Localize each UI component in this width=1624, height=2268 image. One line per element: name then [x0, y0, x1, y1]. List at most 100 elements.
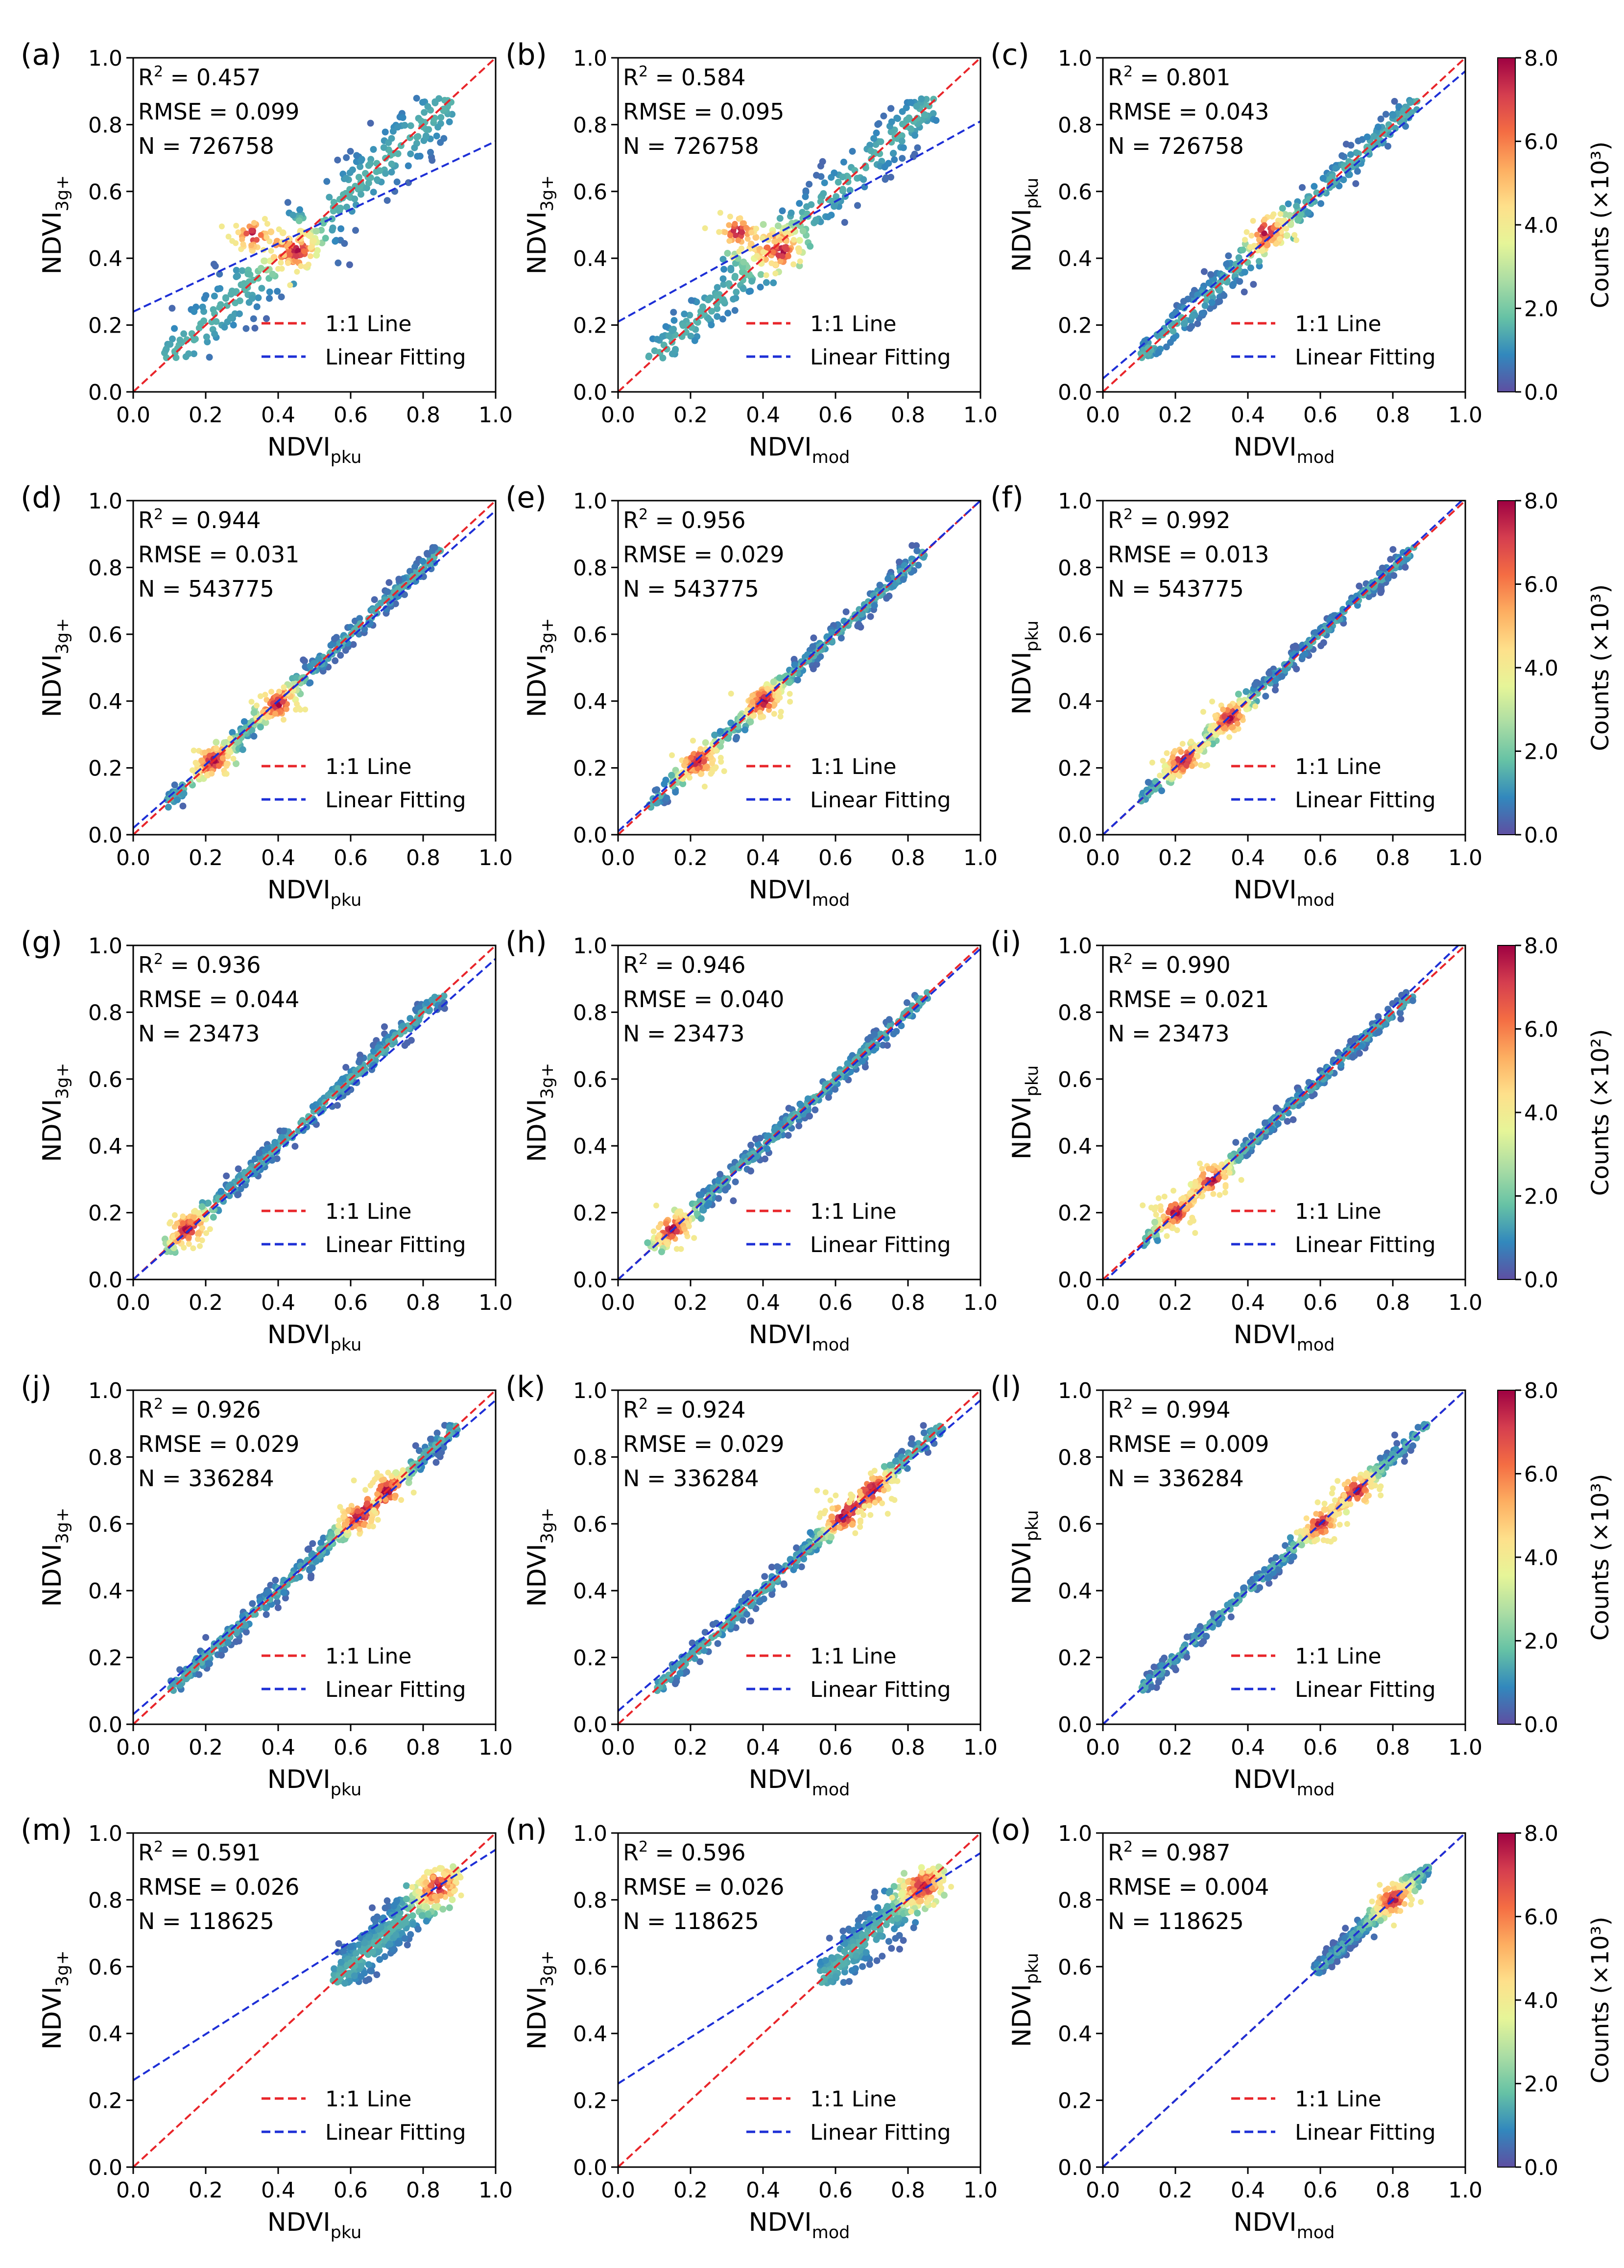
density-point — [432, 1459, 440, 1466]
density-point — [410, 1490, 417, 1496]
density-point — [207, 1226, 213, 1232]
density-point — [672, 789, 679, 796]
density-point — [724, 250, 731, 257]
density-point — [394, 123, 401, 131]
density-point — [362, 1487, 369, 1493]
density-point — [266, 288, 273, 295]
stat-r2: R2 = 0.992 — [1108, 506, 1231, 533]
x-tick-label: 0.2 — [673, 845, 708, 870]
density-point — [1220, 1169, 1226, 1175]
density-point — [434, 123, 442, 131]
density-point — [273, 1598, 281, 1606]
density-point — [1210, 1191, 1217, 1197]
density-point — [859, 1058, 866, 1065]
density-point — [743, 225, 749, 231]
density-point — [262, 1604, 269, 1612]
stat-r2: R2 = 0.956 — [623, 506, 746, 533]
density-point — [337, 651, 344, 659]
density-point — [822, 1489, 829, 1496]
x-tick-label: 0.8 — [406, 403, 440, 428]
density-point — [883, 1035, 890, 1042]
x-tick-label: 0.6 — [334, 1735, 368, 1760]
y-tick-label: 0.2 — [573, 1201, 607, 1226]
density-point — [318, 1108, 325, 1115]
density-point — [702, 225, 708, 231]
density-point — [790, 261, 797, 267]
density-point — [1174, 1227, 1180, 1233]
y-tick-label: 0.8 — [1058, 555, 1092, 580]
y-tick-label: 0.0 — [88, 1268, 122, 1293]
density-point — [272, 711, 278, 717]
plot-frame — [617, 944, 981, 1280]
y-axis-label: NDVI3g+ — [523, 1063, 557, 1162]
density-point — [1141, 338, 1148, 345]
density-point — [825, 1094, 832, 1101]
x-axis-label: NDVIpku — [267, 875, 362, 910]
density-point — [356, 615, 363, 622]
density-point — [1204, 762, 1211, 768]
density-point — [374, 1491, 381, 1497]
density-point — [679, 322, 687, 329]
density-point — [243, 230, 250, 237]
density-point — [796, 237, 803, 244]
x-axis-label: NDVIpku — [267, 1765, 362, 1800]
density-point — [1206, 305, 1214, 312]
density-point — [771, 1127, 778, 1134]
density-point — [224, 1639, 232, 1646]
density-point — [1223, 261, 1230, 268]
density-point — [694, 765, 701, 772]
plot-frame — [1102, 944, 1466, 1280]
density-point — [1189, 763, 1195, 769]
density-point — [835, 178, 842, 186]
density-point — [699, 1206, 706, 1214]
density-point — [256, 1150, 263, 1157]
density-point — [250, 732, 258, 740]
density-point — [304, 1546, 311, 1553]
plot-frame — [1102, 57, 1466, 393]
density-point — [1293, 665, 1300, 673]
density-point — [857, 1517, 863, 1523]
density-point — [287, 282, 293, 289]
density-point — [209, 771, 215, 777]
density-point — [1238, 1177, 1244, 1183]
density-point — [426, 1007, 433, 1014]
density-point — [424, 103, 431, 110]
density-point — [1390, 572, 1398, 579]
density-point — [770, 249, 776, 255]
density-point — [240, 281, 248, 289]
density-point — [924, 989, 931, 996]
x-axis-label: NDVImod — [1234, 1320, 1335, 1355]
density-point — [1371, 1023, 1379, 1031]
density-point — [658, 1248, 665, 1255]
density-point — [167, 1219, 174, 1225]
density-point — [263, 315, 270, 322]
density-point — [709, 769, 715, 775]
density-point — [1305, 1079, 1313, 1086]
density-point — [1365, 593, 1373, 601]
density-point — [276, 226, 282, 233]
density-point — [344, 1531, 351, 1538]
density-point — [1183, 762, 1190, 769]
density-point — [1216, 287, 1223, 294]
y-tick-label: 0.6 — [88, 623, 122, 648]
panel-d: 0.00.00.20.20.40.40.60.60.80.81.01.0NDVI… — [21, 481, 513, 910]
density-point — [1337, 1061, 1345, 1068]
stat-rmse: RMSE = 0.031 — [138, 541, 299, 568]
x-tick-label: 0.8 — [891, 845, 925, 870]
density-point — [412, 1442, 419, 1449]
density-point — [180, 1220, 186, 1227]
panel-i: 0.00.00.20.20.40.40.60.60.80.81.01.0NDVI… — [990, 925, 1482, 1355]
density-point — [783, 673, 790, 679]
legend-label-one-to-one: 1:1 Line — [810, 312, 897, 337]
density-point — [1205, 279, 1213, 287]
density-point — [264, 266, 271, 273]
y-tick-label: 0.8 — [1058, 113, 1092, 138]
density-point — [168, 305, 176, 312]
density-point — [235, 229, 241, 236]
density-point — [867, 147, 875, 154]
y-axis-label: NDVIpku — [1007, 178, 1042, 272]
density-point — [1163, 343, 1170, 351]
density-point — [705, 1640, 712, 1647]
density-point — [405, 162, 412, 169]
